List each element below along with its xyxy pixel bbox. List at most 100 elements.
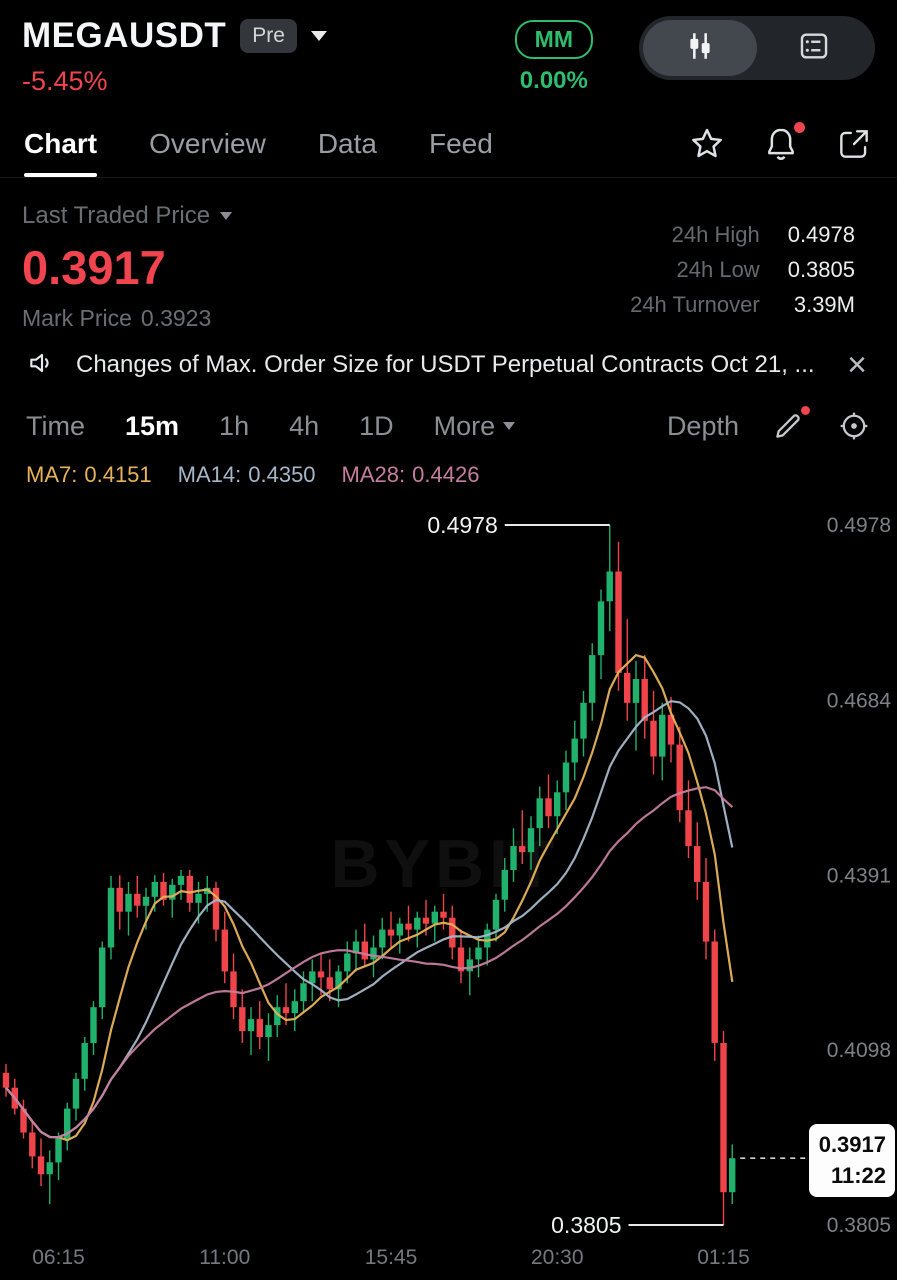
candle: [116, 887, 123, 912]
candle: [99, 947, 106, 1008]
candle: [309, 971, 316, 984]
candle: [361, 941, 368, 960]
low-annotation: 0.3805: [551, 1212, 621, 1238]
candle: [239, 1007, 246, 1032]
x-axis-label: 15:45: [364, 1246, 418, 1269]
timeframe-time[interactable]: Time: [26, 410, 85, 441]
candle: [212, 887, 220, 930]
mm-block[interactable]: MM 0.00%: [514, 16, 593, 95]
ma14-value: 0.4350: [248, 462, 316, 487]
chart-canvas: BYBIT 0.4978 0.4684 0.4391 0.4098 0.3805 0.497…: [2, 512, 891, 1238]
candle: [221, 929, 228, 972]
candle: [589, 655, 596, 703]
candle: [694, 846, 701, 882]
ma14-line: [5, 699, 734, 1139]
close-icon[interactable]: ×: [847, 346, 867, 384]
candle: [676, 744, 683, 811]
ma28-legend: MA28: 0.4426: [342, 462, 480, 488]
tab-chart[interactable]: Chart: [24, 110, 98, 177]
tab-bar: Chart Overview Data Feed: [0, 110, 897, 178]
ma14-label: MA14:: [177, 462, 242, 487]
change-24h: -5.45%: [22, 66, 108, 96]
mark-price-value: 0.3923: [140, 305, 212, 331]
speaker-icon: [26, 347, 58, 384]
candle: [457, 947, 465, 972]
ma28-value: 0.4426: [412, 462, 480, 487]
ma7-legend: MA7: 0.4151: [26, 462, 152, 488]
candle: [562, 762, 570, 793]
last-traded-price-selector[interactable]: Last Traded Price: [22, 202, 630, 230]
candle: [81, 1043, 88, 1079]
y-axis-label: 0.4978: [827, 514, 891, 537]
candlestick-chart[interactable]: BYBIT 0.4978 0.4684 0.4391 0.4098 0.3805 0.497…: [0, 495, 897, 1240]
candle: [125, 893, 132, 912]
announcement-banner[interactable]: Changes of Max. Order Size for USDT Perp…: [0, 333, 897, 397]
tab-feed[interactable]: Feed: [428, 127, 493, 159]
candle: [659, 714, 666, 757]
edit-dot: [801, 406, 810, 415]
y-axis-label: 0.4098: [827, 1039, 891, 1062]
candle: [501, 869, 508, 900]
timeframe-1h[interactable]: 1h: [219, 410, 250, 441]
candle: [370, 947, 377, 960]
candle: [519, 846, 526, 853]
candle: [571, 738, 578, 763]
ma28-label: MA28:: [341, 462, 406, 487]
candle: [492, 899, 500, 930]
candle: [711, 941, 718, 1043]
indicator-settings-button[interactable]: [837, 409, 871, 443]
candle: [160, 881, 167, 900]
notification-bell-icon[interactable]: [761, 121, 805, 164]
candle: [29, 1132, 36, 1157]
price-panel: Last Traded Price 0.3917 Mark Price 0.39…: [0, 178, 897, 333]
orderbook-view-button[interactable]: [757, 20, 871, 76]
edit-indicators-button[interactable]: [771, 406, 810, 443]
timeframe-15m[interactable]: 15m: [125, 410, 180, 441]
candlestick-view-button[interactable]: [643, 20, 757, 76]
announcement-text[interactable]: Changes of Max. Order Size for USDT Perp…: [76, 351, 815, 378]
favorite-star-icon[interactable]: [687, 124, 727, 164]
candle: [90, 1007, 97, 1043]
symbol-dropdown-caret[interactable]: [310, 31, 327, 41]
candles: [2, 525, 736, 1225]
x-axis-label: 01:15: [697, 1246, 750, 1269]
y-axis-label: 0.4391: [827, 864, 891, 887]
candle: [624, 673, 631, 703]
x-axis[interactable]: 06:15 11:00 15:45 20:30 01:15: [0, 1240, 897, 1280]
candle: [449, 917, 456, 948]
stat-value: 0.3805: [787, 257, 855, 282]
tab-overview[interactable]: Overview: [149, 127, 266, 159]
more-dropdown[interactable]: More: [434, 411, 516, 442]
candle: [431, 911, 438, 924]
candle: [597, 601, 605, 656]
candle: [64, 1108, 71, 1139]
candle: [440, 911, 447, 918]
timeframe-1d[interactable]: 1D: [359, 410, 394, 441]
share-icon[interactable]: [835, 125, 873, 163]
stat-value: 0.4978: [787, 222, 855, 247]
tab-data[interactable]: Data: [317, 127, 377, 159]
ma14-legend: MA14: 0.4350: [178, 462, 316, 488]
orderbook-icon: [797, 29, 831, 68]
candle: [151, 881, 158, 897]
candle: [545, 798, 552, 817]
candle: [396, 923, 403, 936]
more-label: More: [433, 410, 496, 441]
candle: [55, 1138, 62, 1163]
timeframe-4h[interactable]: 4h: [289, 410, 320, 441]
symbol-title[interactable]: MEGAUSDT: [22, 16, 227, 55]
candle: [554, 792, 561, 817]
candle: [300, 983, 307, 1002]
last-price: 0.3917: [22, 241, 166, 294]
candle: [405, 923, 412, 930]
view-toggle: [639, 16, 875, 80]
mark-price-row: Mark Price 0.3923: [22, 305, 630, 332]
mark-price-label: Mark Price: [22, 305, 132, 331]
candlestick-icon: [683, 29, 717, 68]
depth-button[interactable]: Depth: [666, 410, 739, 441]
candle: [510, 846, 517, 870]
candle: [247, 1019, 255, 1031]
candle: [274, 1007, 281, 1026]
candle: [729, 1158, 736, 1193]
symbol-block: MEGAUSDT Pre -5.45%: [22, 16, 515, 97]
